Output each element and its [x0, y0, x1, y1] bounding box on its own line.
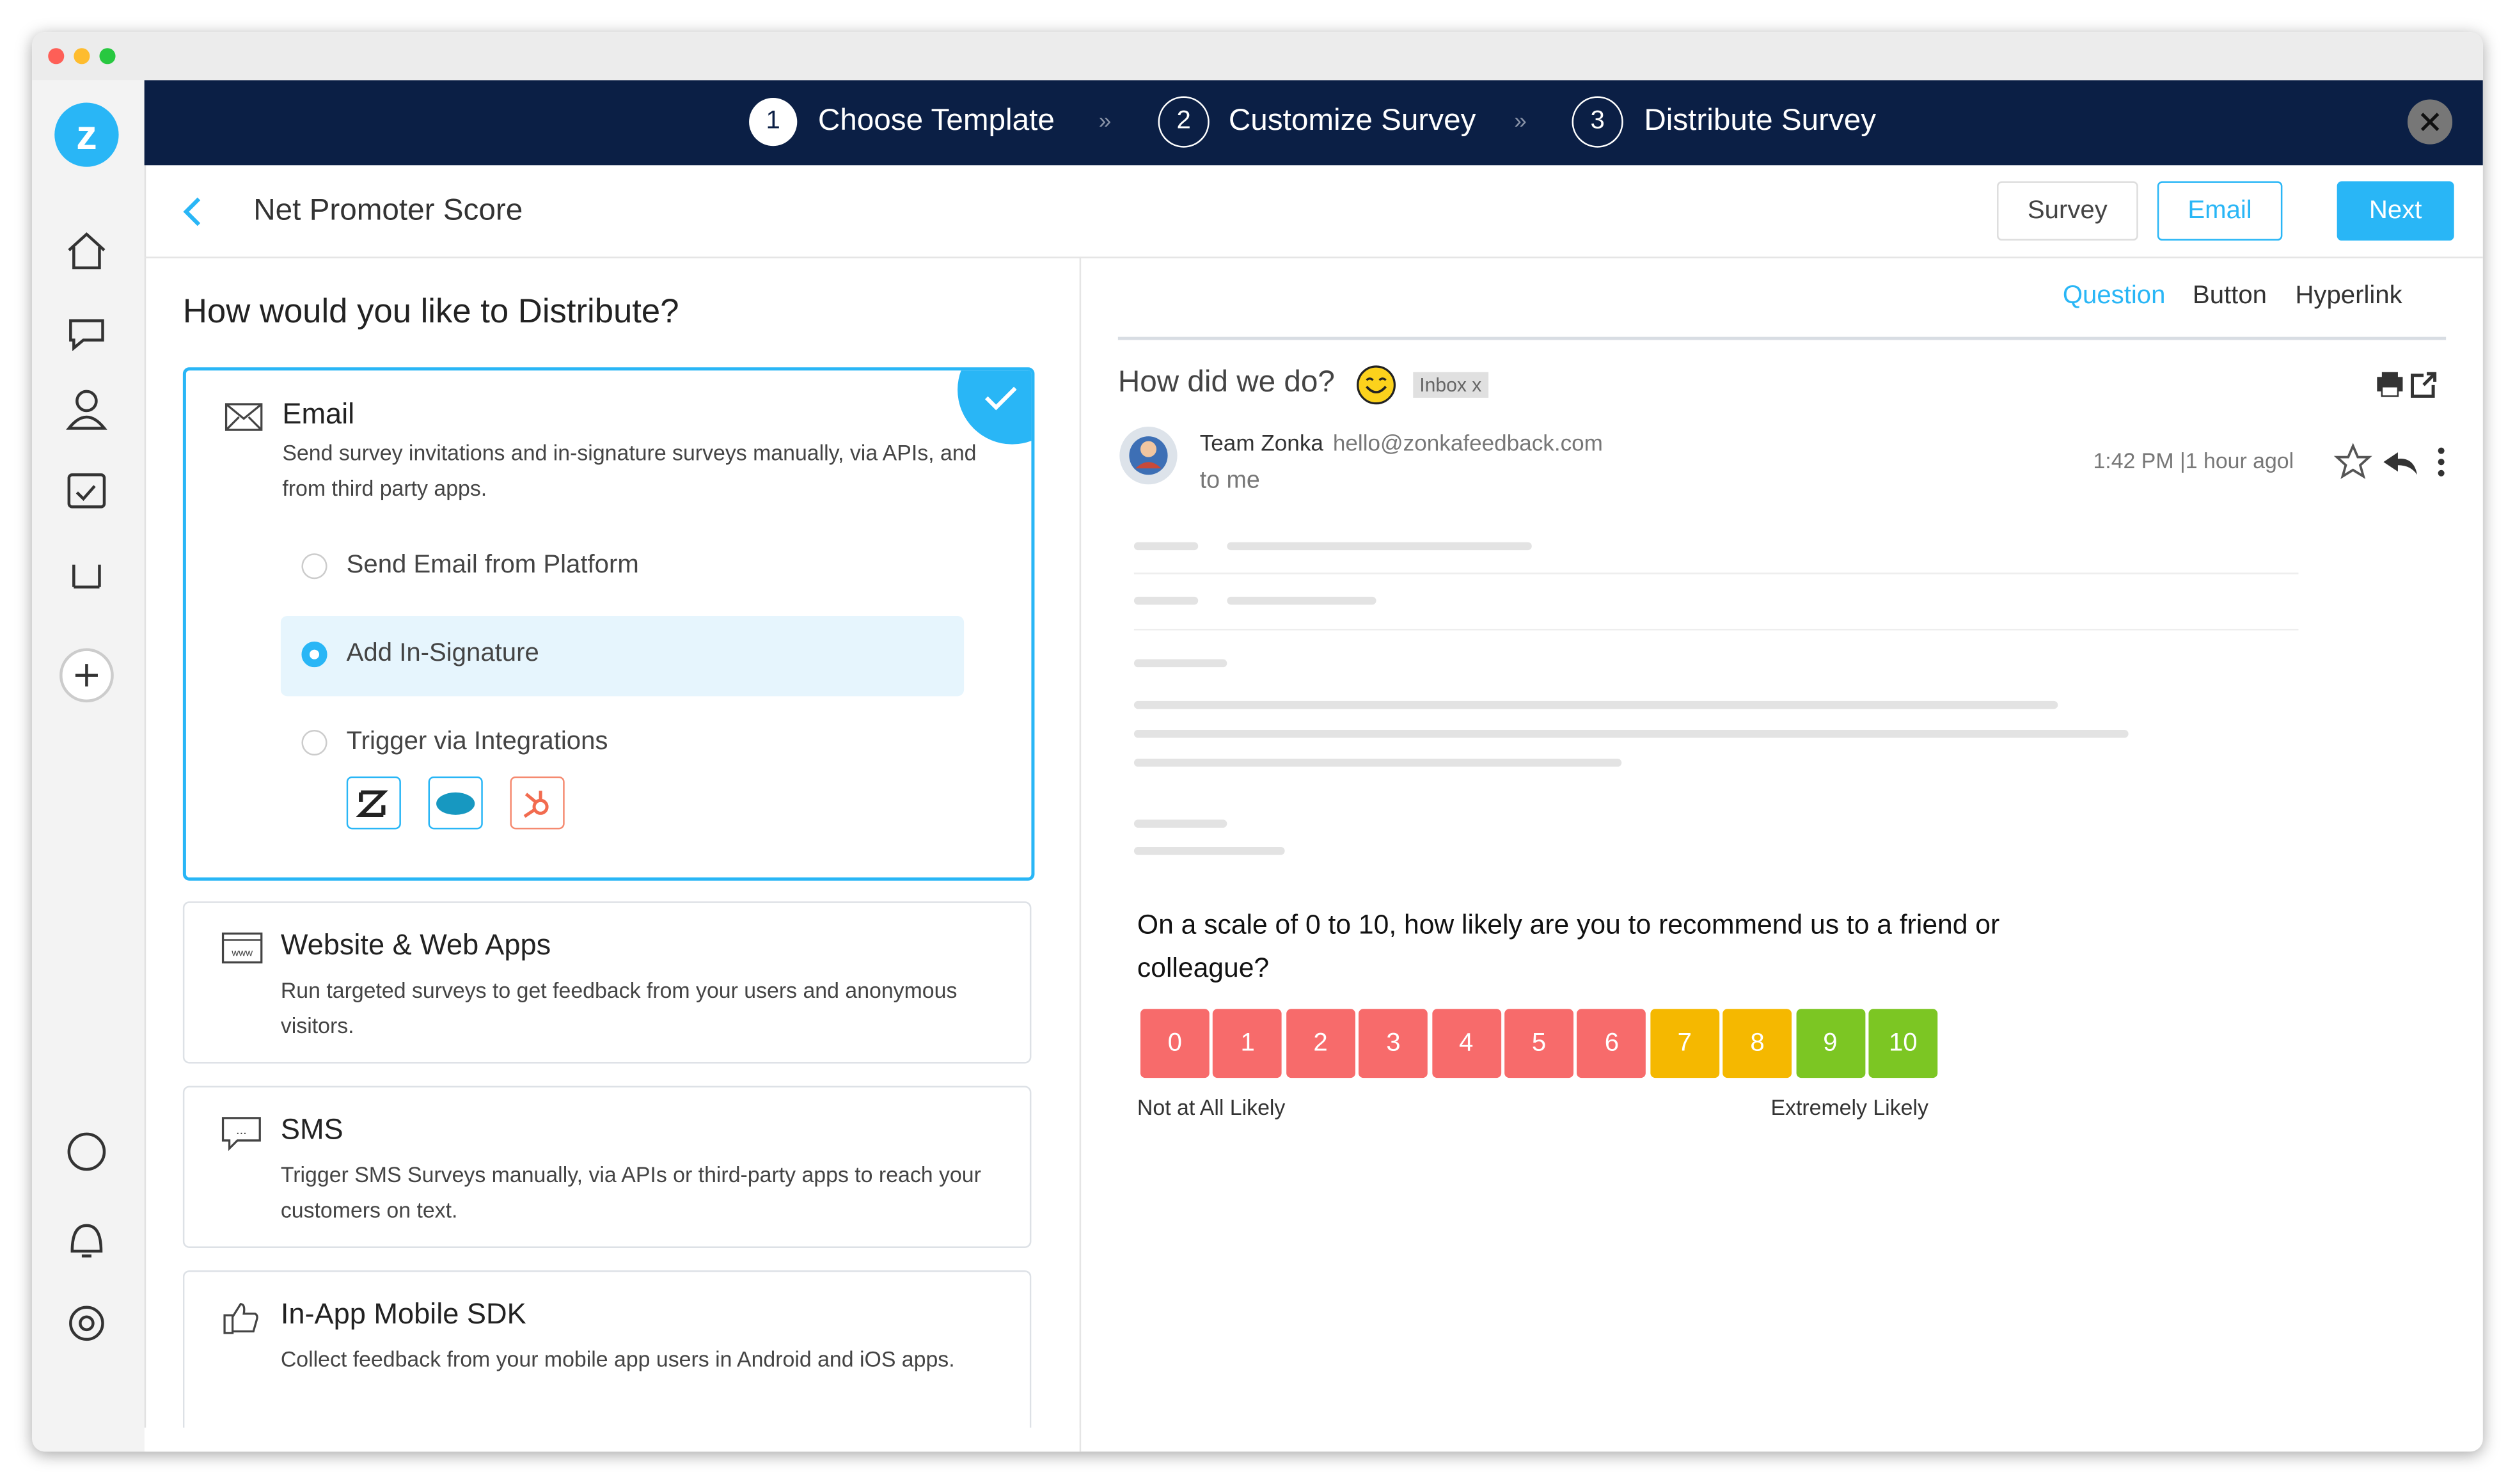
integration-icons	[346, 776, 565, 830]
nps-question: On a scale of 0 to 10, how likely are yo…	[1137, 909, 2000, 984]
divider	[1079, 257, 1082, 1452]
nps-option[interactable]: 10	[1868, 1009, 1938, 1078]
website-card[interactable]: www Website & Web Apps Run targeted surv…	[182, 901, 1032, 1064]
website-icon: www	[221, 932, 263, 964]
nps-option[interactable]: 8	[1723, 1009, 1792, 1078]
nps-option[interactable]: 3	[1359, 1009, 1428, 1078]
step-number: 1	[749, 97, 798, 146]
steps-bar	[144, 80, 2483, 166]
selected-row	[280, 615, 965, 697]
sender-name: Team Zonka	[1199, 430, 1323, 456]
close-button[interactable]	[2407, 99, 2453, 145]
min-dot[interactable]	[74, 48, 90, 65]
option-title: SMS	[280, 1113, 343, 1146]
option-description: Send survey invitations and in-signature…	[282, 441, 977, 501]
reply-icon[interactable]	[2383, 452, 2418, 475]
star-icon[interactable]	[2333, 443, 2372, 479]
left-bottom	[144, 1427, 1080, 1452]
radio[interactable]	[301, 729, 327, 756]
step-label[interactable]: Distribute Survey	[1644, 104, 1877, 138]
email-actions	[2333, 443, 2445, 479]
step-label[interactable]: Choose Template	[817, 104, 1055, 138]
email-card[interactable]: Email Send survey invitations and in-sig…	[182, 367, 1035, 881]
home-icon[interactable]	[68, 232, 106, 270]
close-dot[interactable]	[48, 48, 65, 65]
sidebar: z	[32, 80, 146, 1452]
option-description: Collect feedback from your mobile app us…	[280, 1347, 955, 1372]
back-button[interactable]	[180, 196, 205, 228]
option-description: Run targeted surveys to get feedback fro…	[280, 978, 958, 1038]
thumb-icon	[223, 1303, 258, 1334]
tab-active[interactable]: Question	[2062, 282, 2166, 310]
settings-icon[interactable]	[69, 1306, 104, 1341]
check-icon	[984, 386, 1017, 411]
option-title: Website & Web Apps	[280, 928, 551, 961]
nps-option[interactable]: 6	[1577, 1009, 1646, 1078]
flow-icon[interactable]	[72, 564, 101, 589]
email-time: 1:42 PM |1 hour agol	[2093, 449, 2294, 473]
step-number: 2	[1158, 96, 1210, 148]
sms-card[interactable]: ... SMS Trigger SMS Surveys manually, vi…	[182, 1085, 1032, 1248]
emoji	[1357, 365, 1396, 405]
option-description: Trigger SMS Surveys manually, via APIs o…	[280, 1163, 981, 1222]
step-label[interactable]: Customize Survey	[1228, 104, 1476, 138]
logo[interactable]	[54, 102, 119, 167]
recipient: to me	[1199, 466, 1260, 494]
calendar-icon[interactable]	[67, 473, 106, 509]
choice-label[interactable]: Trigger via Integrations	[346, 728, 608, 756]
bell-icon[interactable]	[70, 1224, 103, 1258]
nps-option[interactable]: 1	[1213, 1009, 1282, 1078]
nps-option[interactable]: 4	[1431, 1009, 1501, 1078]
nps-option[interactable]: 9	[1795, 1009, 1865, 1078]
choice-label[interactable]: Add In-Signature	[346, 640, 539, 668]
radio[interactable]	[301, 553, 327, 580]
header-row	[144, 165, 2483, 258]
svg-text:z: z	[76, 111, 97, 158]
high-label: Extremely Likely	[1770, 1095, 1928, 1120]
print-open-icons	[2377, 372, 2437, 398]
tab-underline	[1117, 336, 2447, 340]
step-number: 3	[1572, 96, 1623, 148]
email-subject: How did we do?	[1117, 365, 1335, 400]
svg-text:www: www	[231, 948, 253, 959]
step-arrow: »	[1514, 107, 1527, 134]
page-title: Net Promoter Score	[253, 194, 523, 228]
option-title: In-App Mobile SDK	[280, 1297, 526, 1330]
svg-text:...: ...	[236, 1123, 247, 1137]
inbox-label[interactable]: Inbox x	[1413, 372, 1488, 398]
nps-option[interactable]: 7	[1650, 1009, 1719, 1078]
sdk-card[interactable]: In-App Mobile SDK Collect feedback from …	[182, 1270, 1032, 1452]
help-icon[interactable]	[67, 1132, 106, 1171]
sidebar-icons: z	[54, 102, 119, 1341]
section-heading: How would you like to Distribute?	[182, 293, 679, 331]
email-button[interactable]: Email	[2157, 181, 2283, 241]
choice-label[interactable]: Send Email from Platform	[346, 551, 639, 580]
next-button[interactable]: Next	[2337, 181, 2454, 241]
nps-option[interactable]: 5	[1504, 1009, 1574, 1078]
chat-icon[interactable]	[69, 319, 104, 351]
nps-option[interactable]: 2	[1286, 1009, 1355, 1078]
step-arrow: »	[1098, 107, 1112, 134]
more-icon[interactable]	[2438, 447, 2445, 454]
avatar	[1119, 427, 1178, 485]
option-title: Email	[282, 397, 355, 430]
sender-email: hello@zonkafeedback.com	[1332, 430, 1603, 456]
radio-selected[interactable]	[301, 642, 327, 668]
nps-option[interactable]: 0	[1140, 1009, 1210, 1078]
tab[interactable]: Button	[2192, 282, 2267, 310]
max-dot[interactable]	[99, 48, 116, 65]
survey-button[interactable]: Survey	[1997, 181, 2138, 241]
email-icon	[225, 403, 263, 431]
low-label: Not at All Likely	[1137, 1095, 1286, 1120]
user-icon[interactable]	[75, 390, 98, 413]
tab[interactable]: Hyperlink	[2295, 282, 2402, 310]
title-bar	[32, 32, 2483, 81]
open-icon[interactable]	[2410, 372, 2437, 398]
sms-icon: ...	[221, 1117, 261, 1151]
